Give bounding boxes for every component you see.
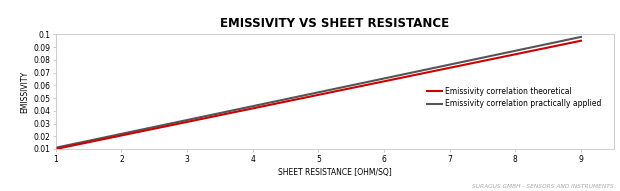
- Y-axis label: EMISSIVITY: EMISSIVITY: [20, 71, 29, 113]
- Legend: Emissivity correlation theoretical, Emissivity correlation practically applied: Emissivity correlation theoretical, Emis…: [423, 83, 604, 111]
- Title: EMISSIVITY VS SHEET RESISTANCE: EMISSIVITY VS SHEET RESISTANCE: [220, 17, 450, 30]
- Text: SURAGUS GMBH - SENSORS AND INSTRUMENTS: SURAGUS GMBH - SENSORS AND INSTRUMENTS: [472, 184, 614, 189]
- X-axis label: SHEET RESISTANCE [OHM/SQ]: SHEET RESISTANCE [OHM/SQ]: [278, 168, 392, 177]
